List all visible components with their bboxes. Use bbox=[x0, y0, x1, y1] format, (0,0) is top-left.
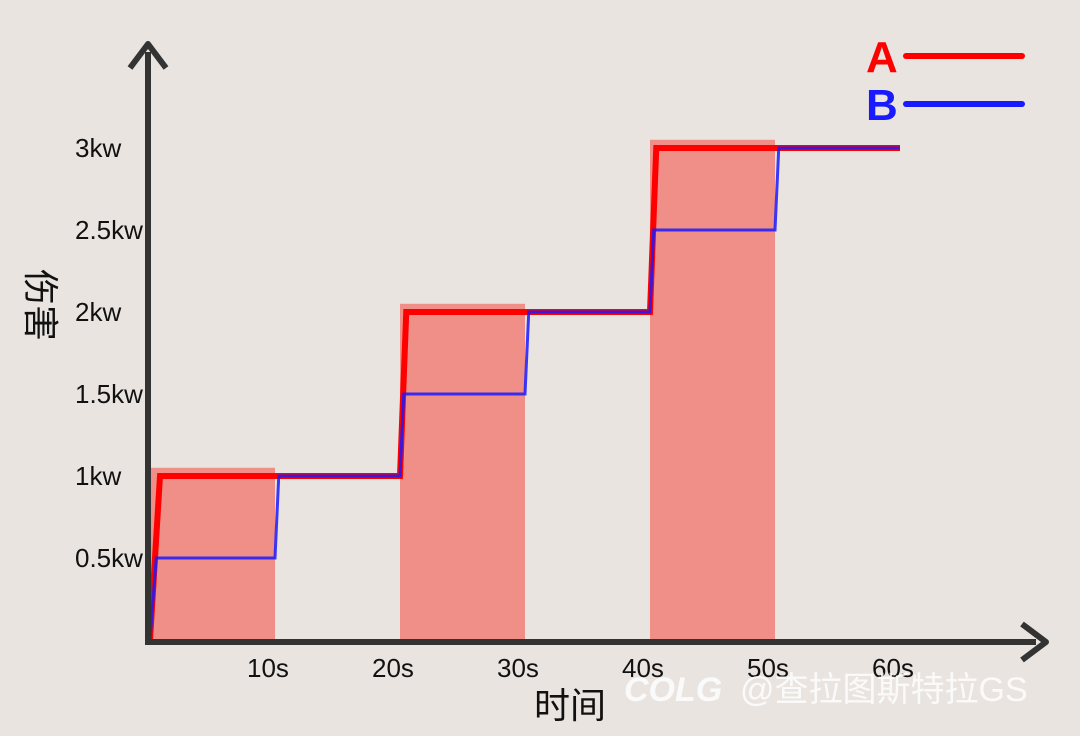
highlight-band bbox=[150, 467, 275, 640]
highlight-band bbox=[650, 139, 775, 641]
watermark-text: @查拉图斯特拉GS bbox=[740, 671, 1028, 709]
series-lines bbox=[147, 145, 900, 641]
y-tick-label: 1.5kw bbox=[75, 379, 143, 409]
y-axis-title: 伤害 bbox=[20, 269, 61, 341]
x-tick-label: 20s bbox=[372, 653, 414, 683]
x-tick-label: 40s bbox=[622, 653, 664, 683]
legend-label-b: B bbox=[866, 81, 898, 130]
x-tick-label: 50s bbox=[747, 653, 789, 683]
y-tick-labels: 0.5kw 1kw 1.5kw 2kw 2.5kw 3kw bbox=[75, 133, 143, 573]
y-tick-label: 2kw bbox=[75, 297, 121, 327]
watermark-logo: COLG bbox=[624, 671, 722, 709]
legend-label-a: A bbox=[866, 33, 898, 82]
watermark: COLG @查拉图斯特拉GS bbox=[624, 671, 1028, 709]
x-axis-title: 时间 bbox=[534, 685, 606, 726]
series-line-b bbox=[148, 146, 900, 641]
legend: AB bbox=[866, 33, 1025, 130]
y-tick-label: 3kw bbox=[75, 133, 121, 163]
x-tick-labels: 10s 20s 30s 40s 50s 60s bbox=[247, 653, 914, 683]
highlight-band bbox=[400, 303, 525, 640]
x-axis-arrow bbox=[1020, 621, 1049, 663]
x-tick-label: 10s bbox=[247, 653, 289, 683]
y-tick-label: 1kw bbox=[75, 461, 121, 491]
x-tick-label: 30s bbox=[497, 653, 539, 683]
highlight-bands bbox=[150, 139, 775, 641]
y-tick-label: 0.5kw bbox=[75, 543, 143, 573]
y-axis-arrow bbox=[127, 41, 169, 70]
y-tick-label: 2.5kw bbox=[75, 215, 143, 245]
x-tick-label: 60s bbox=[872, 653, 914, 683]
